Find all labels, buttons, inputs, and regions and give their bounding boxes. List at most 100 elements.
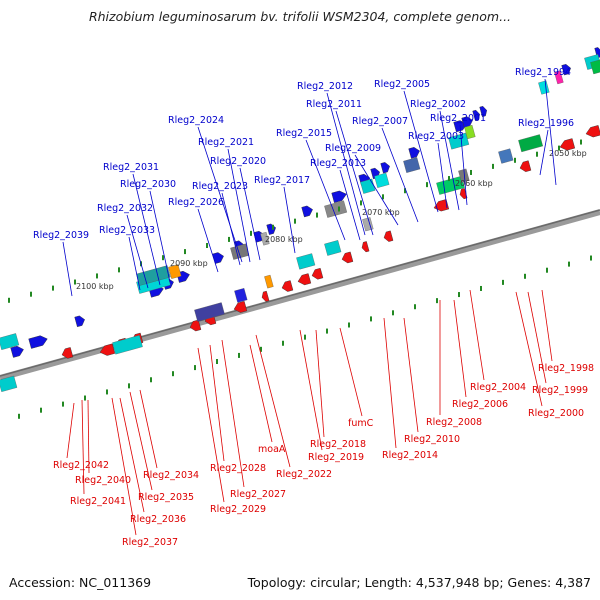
- forward-gene-label: Rleg2_2011: [306, 99, 362, 110]
- accession-text: Accession: NC_011369: [9, 575, 152, 590]
- kbp-scale-label: 2060 kbp: [455, 179, 493, 188]
- gene-box: [458, 168, 470, 183]
- track-tick: [360, 200, 362, 206]
- reverse-gene-arrow: [189, 319, 202, 332]
- reverse-gene-label: Rleg2_1998: [538, 363, 594, 374]
- forward-gene-arrow: [301, 205, 313, 218]
- gene-box: [296, 253, 316, 270]
- reverse-gene-arrow: [519, 160, 532, 172]
- reverse-gene-label: Rleg2_2041: [70, 496, 126, 507]
- forward-gene-label: Rleg2_2012: [297, 81, 353, 92]
- gene-box: [464, 124, 476, 140]
- forward-gene-label: Rleg2_2003: [408, 131, 464, 142]
- kbp-scale-label: 2080 kbp: [265, 235, 303, 244]
- reverse-label-leader: [81, 399, 85, 495]
- forward-gene-arrow: [479, 105, 488, 117]
- track-tick: [480, 285, 482, 291]
- gene-box: [498, 148, 514, 164]
- kbp-scale-label: 2090 kbp: [170, 259, 208, 268]
- reverse-label-leader: [527, 291, 547, 384]
- track-tick: [502, 279, 504, 285]
- reverse-gene-label: Rleg2_2006: [452, 399, 508, 410]
- track-tick: [62, 401, 64, 407]
- track-tick: [52, 285, 54, 291]
- forward-gene-label: Rleg2_2033: [99, 225, 155, 236]
- reverse-label-leader: [139, 389, 158, 469]
- track-tick: [524, 273, 526, 279]
- reverse-gene-arrow: [585, 125, 600, 138]
- forward-gene-label: Rleg2_1996: [518, 118, 574, 129]
- forward-label-leader: [227, 148, 251, 263]
- track-tick: [558, 145, 560, 151]
- gene-box: [0, 333, 20, 350]
- track-tick: [150, 377, 152, 383]
- track-tick: [404, 188, 406, 194]
- reverse-gene-arrow: [383, 230, 394, 242]
- kbp-scale-label: 2050 kbp: [549, 149, 587, 158]
- gene-box: [538, 80, 550, 95]
- track-tick: [492, 163, 494, 169]
- track-tick: [382, 194, 384, 200]
- forward-label-leader: [381, 127, 419, 223]
- reverse-label-leader: [315, 329, 325, 438]
- reverse-gene-arrow: [459, 188, 468, 200]
- gene-box: [260, 231, 270, 246]
- forward-label-leader: [326, 92, 366, 236]
- reverse-gene-label: Rleg2_2036: [130, 514, 186, 525]
- forward-label-leader: [239, 167, 261, 261]
- forward-gene-label: Rleg2_2015: [276, 128, 332, 139]
- reverse-gene-label: Rleg2_1999: [532, 385, 588, 396]
- forward-gene-label: Rleg2_2021: [198, 137, 254, 148]
- reverse-label-leader: [119, 397, 145, 513]
- forward-label-leader: [128, 236, 141, 291]
- reverse-gene-arrow: [281, 280, 294, 292]
- track-tick: [348, 322, 350, 328]
- track-tick: [370, 316, 372, 322]
- forward-gene-label: Rleg2_2031: [103, 162, 159, 173]
- track-tick: [590, 255, 592, 261]
- track-tick: [162, 255, 164, 261]
- forward-label-leader: [439, 110, 460, 211]
- track-tick: [294, 218, 296, 224]
- track-tick: [392, 310, 394, 316]
- track-tick: [96, 273, 98, 279]
- forward-label-leader: [305, 139, 346, 241]
- reverse-gene-label: Rleg2_2027: [230, 489, 286, 500]
- track-tick: [514, 157, 516, 163]
- gene-box: [554, 70, 564, 85]
- track-tick: [414, 304, 416, 310]
- kbp-scale-label: 2100 kbp: [76, 282, 114, 291]
- track-tick: [458, 292, 460, 298]
- reverse-gene-arrow: [311, 267, 324, 280]
- forward-gene-label: Rleg2_2001: [430, 113, 486, 124]
- reverse-gene-label: Rleg2_2034: [143, 470, 199, 481]
- forward-gene-arrow: [10, 345, 24, 358]
- reverse-gene-label: Rleg2_2029: [210, 504, 266, 515]
- reverse-label-leader: [255, 334, 291, 468]
- forward-label-leader: [126, 214, 149, 289]
- forward-gene-arrow: [28, 335, 48, 349]
- gene-box: [0, 375, 18, 392]
- forward-label-leader: [403, 90, 439, 213]
- forward-gene-label: Rleg2_2007: [352, 116, 408, 127]
- forward-gene-arrow: [266, 223, 276, 235]
- reverse-label-leader: [66, 402, 75, 459]
- track-tick: [128, 383, 130, 389]
- gene-box: [234, 288, 248, 303]
- forward-gene-label: Rleg2_2005: [374, 79, 430, 90]
- track-tick: [282, 340, 284, 346]
- forward-label-leader: [283, 186, 296, 254]
- reverse-gene-label: Rleg2_2018: [310, 439, 366, 450]
- reverse-gene-label: Rleg2_2022: [276, 469, 332, 480]
- genome-backbone: [0, 209, 600, 381]
- track-tick: [448, 176, 450, 182]
- forward-gene-arrow: [74, 315, 85, 328]
- forward-label-leader: [539, 129, 549, 176]
- track-tick: [84, 395, 86, 401]
- gene-box: [168, 264, 182, 279]
- reverse-label-leader: [453, 299, 467, 398]
- forward-gene-label: Rleg2_2030: [120, 179, 176, 190]
- forward-label-leader: [132, 173, 161, 286]
- track-tick: [470, 169, 472, 175]
- forward-gene-arrow: [461, 116, 473, 128]
